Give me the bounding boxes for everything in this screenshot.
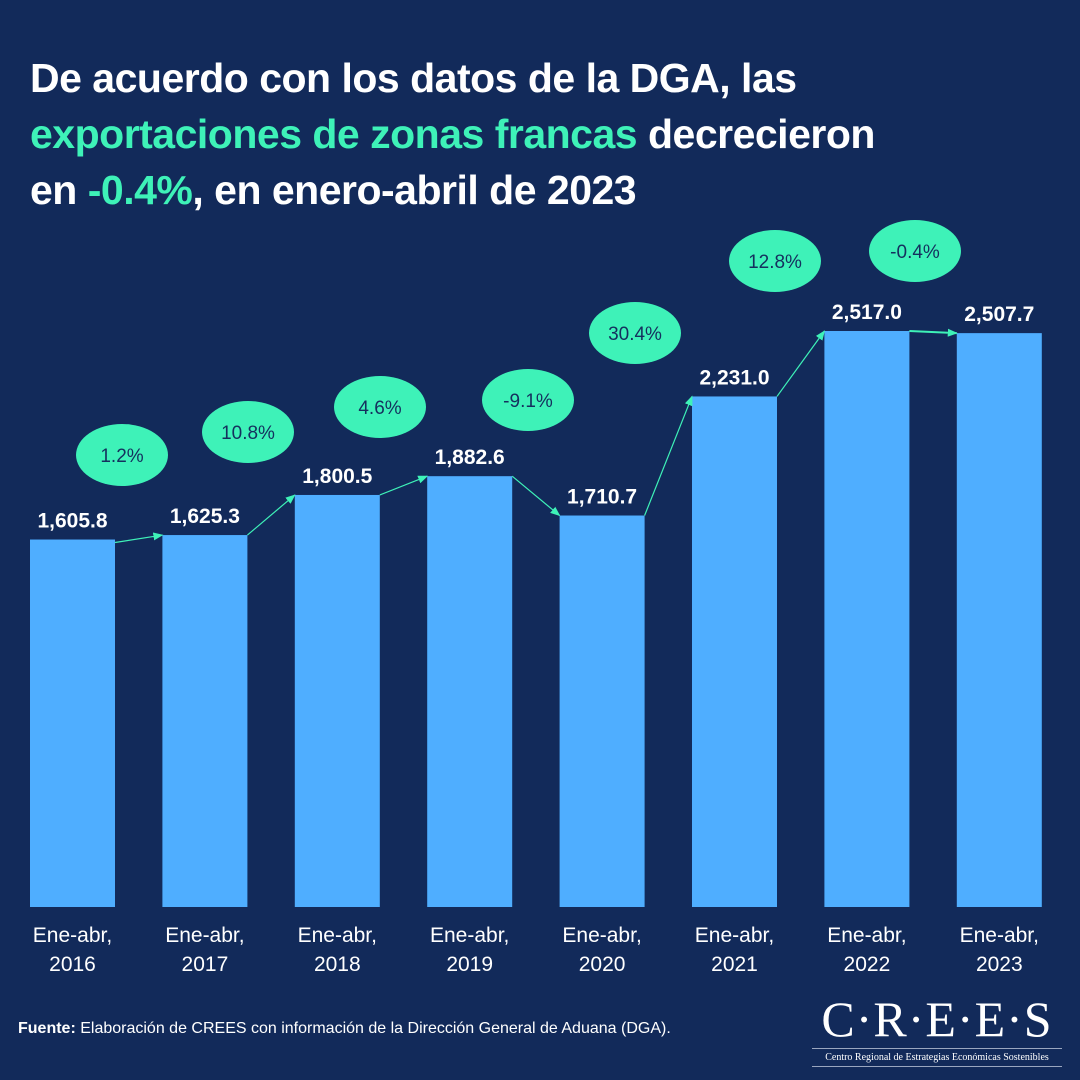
value-label: 1,605.8: [37, 510, 107, 533]
growth-label: -9.1%: [503, 391, 553, 412]
headline: De acuerdo con los datos de la DGA, las …: [30, 50, 1050, 218]
value-label: 2,507.7: [964, 303, 1034, 326]
growth-bubble: [729, 230, 821, 292]
x-tick-label: 2021: [711, 953, 758, 976]
headline-highlight-exports: exportaciones de zonas francas: [30, 111, 638, 157]
headline-line-2-rest: decrecieron: [637, 111, 875, 157]
growth-label: 1.2%: [100, 446, 143, 467]
bar-2: [162, 535, 248, 907]
value-label: 1,882.6: [435, 446, 505, 469]
growth-label: 12.8%: [748, 252, 802, 273]
growth-arrow: [247, 494, 296, 536]
growth-arrows-group: [114, 328, 958, 544]
growth-arrow: [776, 330, 825, 397]
headline-line-2: exportaciones de zonas francas decrecier…: [30, 106, 1050, 162]
headline-line-3-rest: , en enero-abril de 2023: [192, 167, 637, 213]
bar-5: [559, 515, 645, 907]
growth-label: -0.4%: [890, 242, 940, 263]
x-tick-label: 2020: [579, 953, 626, 976]
logo-divider: [812, 1048, 1062, 1049]
growth-bubble: [589, 302, 681, 364]
growth-arrow: [114, 532, 164, 544]
source-note: Fuente: Elaboración de CREES con informa…: [18, 1020, 671, 1038]
value-label: 1,710.7: [567, 486, 637, 509]
x-tick-label: 2016: [49, 953, 96, 976]
bars-group: [30, 331, 1042, 907]
source-label: Fuente:: [18, 1020, 76, 1037]
x-tick-label: 2019: [446, 953, 493, 976]
x-tick-label: Ene-abr,: [33, 924, 112, 947]
growth-bubble: [202, 401, 294, 463]
value-label: 1,800.5: [302, 465, 372, 488]
value-label: 2,517.0: [832, 301, 902, 324]
growth-arrow: [644, 395, 693, 516]
x-tick-label: 2022: [844, 953, 891, 976]
x-tick-label: Ene-abr,: [562, 924, 641, 947]
logo-mark: C·R·E·E·S: [821, 991, 1053, 1047]
x-tick-label: Ene-abr,: [165, 924, 244, 947]
x-tick-label: Ene-abr,: [695, 924, 774, 947]
crees-logo: C·R·E·E·S Centro Regional de Estrategias…: [812, 992, 1062, 1070]
x-tick-labels-group: Ene-abr, 2016 Ene-abr, 2017 Ene-abr, 2018 Ene-…: [33, 924, 1039, 976]
value-label: 2,231.0: [699, 366, 769, 389]
bar-1: [30, 539, 115, 907]
growth-arrow: [909, 328, 958, 337]
source-text: Elaboración de CREES con información de …: [75, 1020, 671, 1037]
headline-line-3: en -0.4%, en enero-abril de 2023: [30, 162, 1050, 218]
growth-arrow: [379, 475, 429, 496]
headline-line-3-start: en: [30, 167, 88, 213]
x-tick-label: 2023: [976, 953, 1023, 976]
growth-bubble: [76, 424, 168, 486]
growth-bubble: [334, 376, 426, 438]
value-labels-group: 1,605.8 1,625.3 1,800.5 1,882.6 1,710.7 2,231…: [37, 301, 1034, 533]
x-tick-label: 2018: [314, 953, 361, 976]
growth-bubble: [482, 369, 574, 431]
x-tick-label: Ene-abr,: [430, 924, 509, 947]
bar-6: [692, 396, 777, 907]
x-tick-label: Ene-abr,: [827, 924, 906, 947]
growth-label: 30.4%: [608, 324, 662, 345]
growth-arrow: [511, 475, 561, 517]
value-label: 1,625.3: [170, 505, 240, 528]
growth-bubbles-group: 1.2% 10.8% 4.6% -9.1% 30.4% 12.8% -0.4%: [76, 220, 961, 486]
headline-highlight-growth: -0.4%: [87, 167, 193, 213]
logo-subtitle: Centro Regional de Estrategias Económica…: [825, 1052, 1049, 1063]
logo-divider-bottom: [812, 1066, 1062, 1067]
x-tick-label: Ene-abr,: [960, 924, 1039, 947]
growth-label: 4.6%: [358, 398, 401, 419]
x-tick-label: 2017: [182, 953, 229, 976]
headline-line-1: De acuerdo con los datos de la DGA, las: [30, 55, 797, 101]
growth-label: 10.8%: [221, 423, 275, 444]
bar-3: [294, 494, 380, 907]
x-tick-label: Ene-abr,: [298, 924, 377, 947]
bar-7: [824, 331, 910, 907]
bar-8: [956, 333, 1042, 907]
bar-4: [427, 476, 513, 907]
growth-bubble: [869, 220, 961, 282]
